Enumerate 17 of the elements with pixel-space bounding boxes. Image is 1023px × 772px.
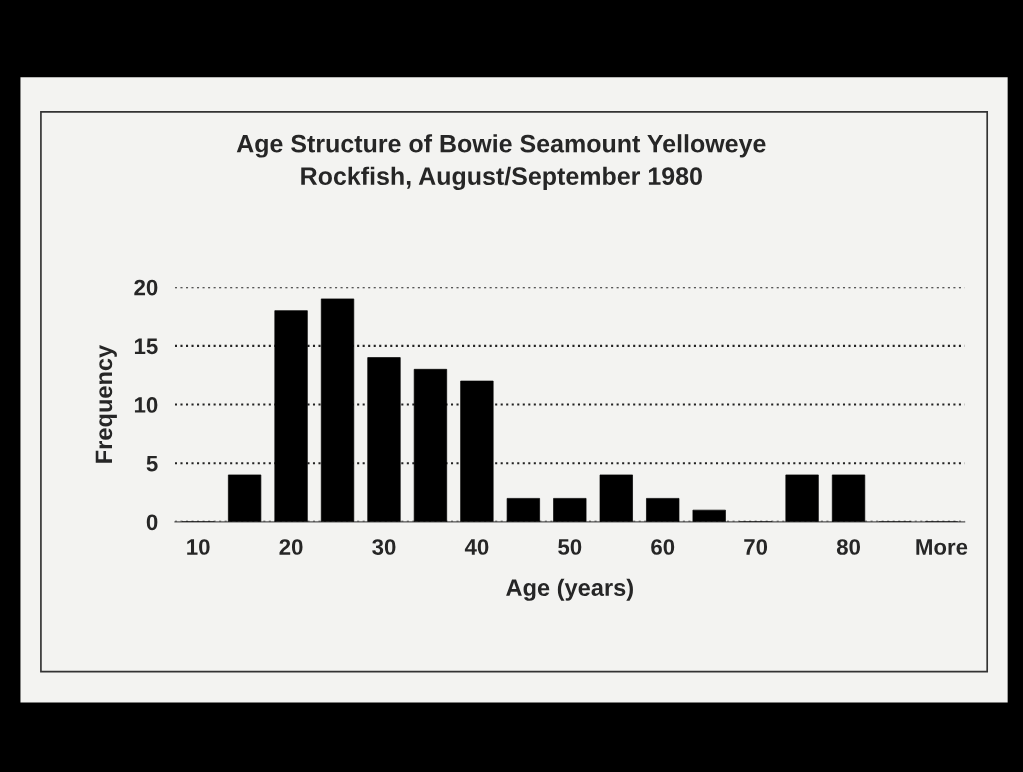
- y-tick-label: 15: [134, 338, 158, 355]
- x-tick-label: 20: [279, 539, 303, 555]
- chart-title: Age Structure of Bowie Seamount Yelloweye Rockfish, August/September 1980: [236, 134, 766, 191]
- x-tick-label: 80: [836, 539, 860, 555]
- y-tick-label: 20: [134, 279, 158, 296]
- y-tick-label: 0: [146, 514, 158, 531]
- y-axis-title: Frequency: [95, 344, 117, 463]
- x-tick-label: 70: [744, 539, 768, 555]
- y-tick-label: 10: [134, 397, 158, 413]
- x-tick-label: 40: [464, 539, 489, 555]
- x-tick-label: More: [916, 539, 968, 555]
- x-axis-title: Age (years): [506, 578, 633, 601]
- x-tick-label: 60: [651, 539, 675, 555]
- x-tick-label: 30: [372, 539, 396, 555]
- x-tick-label: 10: [187, 539, 210, 555]
- y-tick-label: 5: [146, 455, 158, 472]
- x-tick-label: 50: [558, 539, 582, 555]
